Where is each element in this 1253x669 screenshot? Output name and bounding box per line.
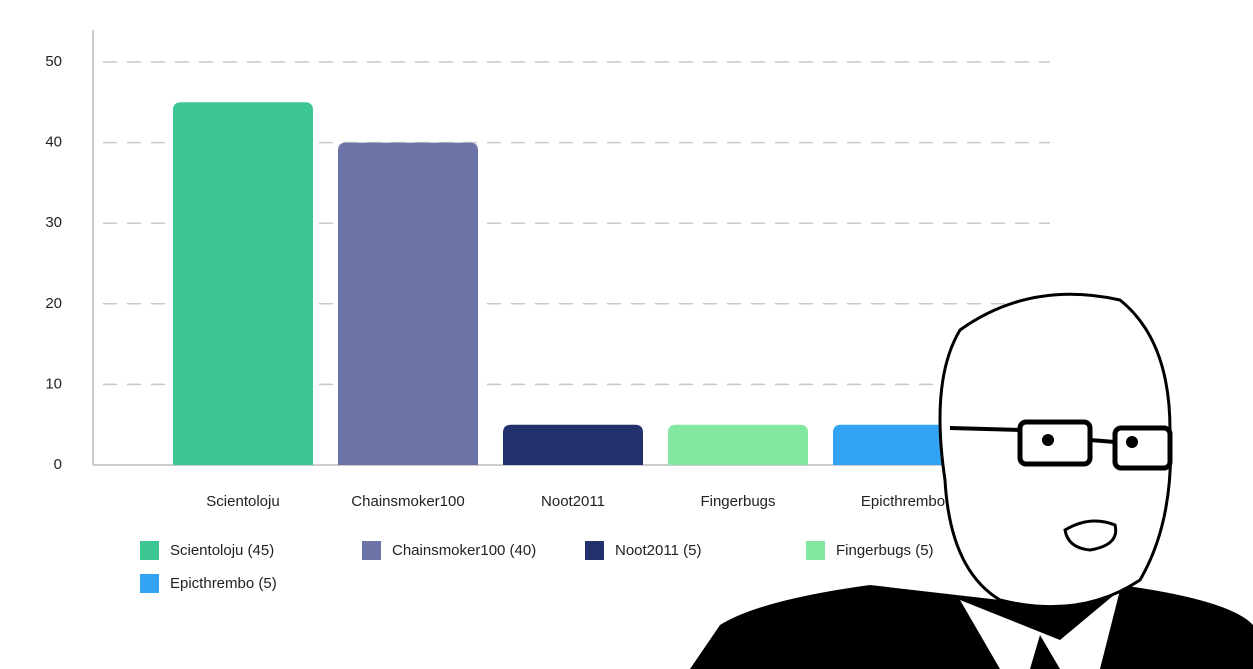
eye [1042, 434, 1054, 446]
y-tick-label: 40 [45, 134, 62, 151]
legend-swatch [362, 541, 381, 560]
meme-overlay [690, 292, 1253, 669]
legend-swatch [140, 574, 159, 593]
legend-label: Scientoloju (45) [170, 542, 274, 559]
glasses-arm [949, 426, 1021, 432]
bar [173, 102, 313, 466]
mouth [1063, 519, 1118, 552]
suit [690, 585, 1253, 669]
y-tick-label: 10 [45, 375, 62, 392]
legend-label: Epicthrembo (5) [170, 575, 277, 592]
legend-label: Chainsmoker100 (40) [392, 542, 536, 559]
legend-swatch [585, 541, 604, 560]
plot-area: 0 10 20 30 40 50 Scientoloju Chainsmoker100 Noot… [45, 30, 1050, 593]
y-tick-label: 0 [54, 456, 62, 473]
bar [503, 424, 643, 465]
x-tick-label: Fingerbugs [700, 493, 775, 510]
y-tick-label: 30 [45, 214, 62, 231]
x-tick-label: Scientoloju [206, 493, 279, 510]
tie [1030, 635, 1060, 669]
x-tick-label: Chainsmoker100 [351, 493, 464, 510]
legend-swatch [806, 541, 825, 560]
shirt [960, 590, 1120, 669]
glasses-right [1112, 425, 1173, 471]
x-tick-label: Noot2011 [541, 493, 605, 510]
y-tick-label: 50 [45, 53, 62, 70]
head [938, 292, 1173, 609]
glasses-bridge [1089, 438, 1116, 444]
y-tick-label: 20 [45, 295, 62, 312]
legend-label: Noot2011 (5) [615, 542, 701, 559]
legend-label: Fingerbugs (5) [836, 542, 934, 559]
bar [668, 424, 808, 465]
eye [1126, 436, 1138, 448]
glasses-left [1017, 419, 1093, 467]
legend-swatch [140, 541, 159, 560]
x-tick-label: Epicthrembo [861, 493, 945, 510]
bar [833, 424, 973, 465]
bar [338, 142, 478, 465]
